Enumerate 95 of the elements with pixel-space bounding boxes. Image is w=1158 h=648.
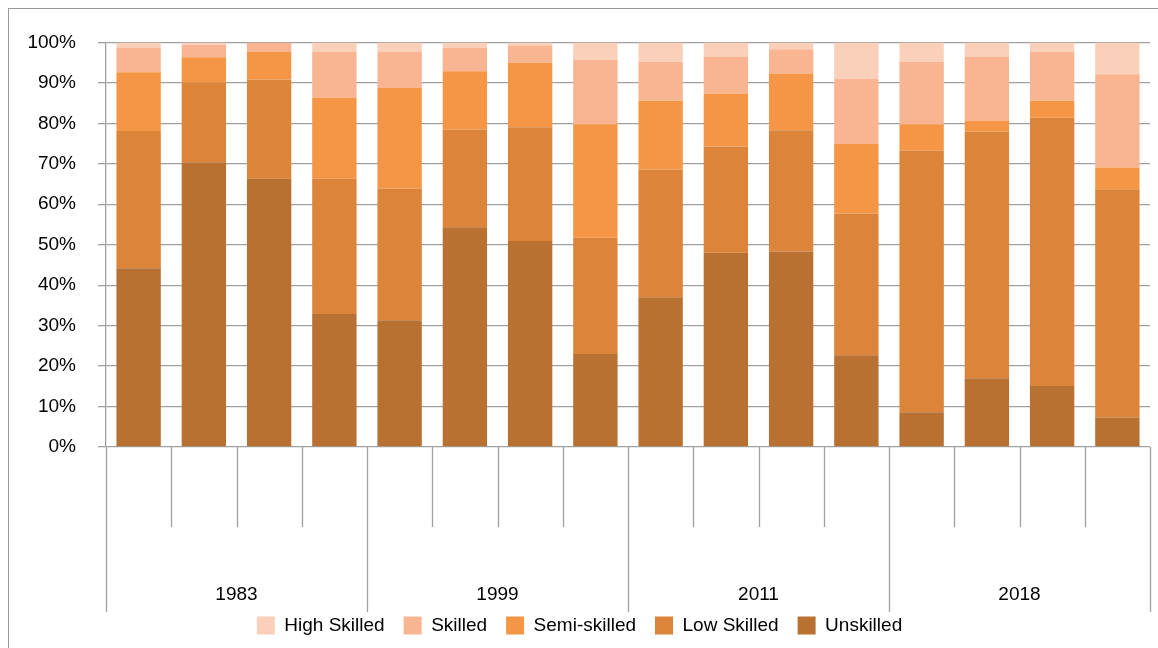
bar (1095, 42, 1140, 75)
bar (964, 56, 1010, 121)
bar (1095, 417, 1140, 447)
bar (899, 124, 944, 151)
bar (507, 127, 553, 242)
bar (768, 73, 814, 131)
bar (377, 52, 422, 89)
bar (246, 42, 292, 53)
bar (181, 57, 227, 83)
bar (834, 143, 879, 214)
bar (964, 120, 1010, 132)
bar (899, 150, 944, 413)
bar (507, 241, 553, 447)
legend-label: Semi-skilled (533, 613, 637, 635)
bar (312, 313, 357, 447)
bar (181, 162, 227, 447)
bar (768, 251, 814, 447)
bar (834, 78, 879, 144)
bar (312, 178, 357, 314)
bar (1029, 385, 1075, 447)
bar (1029, 52, 1075, 101)
bar (181, 82, 227, 163)
bar (703, 93, 749, 147)
bar (116, 268, 161, 447)
legend-label: Low Skilled (682, 613, 779, 635)
bar (442, 71, 488, 130)
y-tick-label: 40% (37, 273, 77, 295)
bar (507, 46, 553, 63)
text: 1983 (215, 583, 258, 605)
y-tick-label: 0% (48, 435, 77, 457)
text: 1999 (476, 583, 519, 605)
text: 2011 (738, 583, 779, 605)
bar (964, 42, 1010, 57)
y-tick-label: 50% (37, 232, 77, 254)
bar (964, 131, 1010, 379)
bar (377, 42, 422, 53)
bar (638, 100, 683, 170)
bar (377, 188, 422, 321)
bar (1095, 167, 1140, 190)
y-tick-label: 30% (37, 313, 77, 335)
bar (834, 42, 879, 79)
bar (899, 412, 944, 447)
bar (312, 42, 357, 53)
y-tick-label: 100% (27, 30, 77, 52)
bar (768, 130, 814, 252)
bar (703, 252, 749, 447)
bar (834, 213, 879, 356)
bar (246, 52, 292, 80)
bar (638, 61, 683, 101)
bar (703, 56, 749, 94)
bar (377, 88, 422, 189)
bar (116, 48, 161, 73)
bar (573, 59, 618, 125)
bar (442, 129, 488, 228)
legend-label: High Skilled (284, 613, 385, 635)
bar (1095, 74, 1140, 168)
bar (507, 62, 553, 128)
bar (638, 42, 683, 62)
bar (181, 44, 227, 58)
legend-label: Skilled (431, 613, 488, 635)
y-tick-label: 80% (37, 111, 77, 133)
bar (1029, 117, 1075, 386)
bar (246, 79, 292, 179)
bar (312, 97, 357, 179)
bar (834, 355, 879, 447)
bar (899, 61, 944, 125)
bar (116, 131, 161, 269)
bar (638, 297, 683, 447)
bar (377, 320, 422, 447)
bar (1029, 100, 1075, 118)
bar (638, 169, 683, 298)
bar (442, 227, 488, 447)
bar (116, 42, 161, 49)
bar (768, 49, 814, 74)
legend-label: Unskilled (825, 613, 903, 635)
bar (1029, 42, 1075, 53)
bar (703, 42, 749, 57)
bar (312, 52, 357, 98)
bar (573, 237, 618, 354)
bar (573, 42, 618, 60)
y-tick-label: 10% (37, 394, 77, 416)
y-tick-label: 20% (37, 354, 77, 376)
bar (246, 178, 292, 447)
bar (964, 378, 1010, 447)
bar (116, 72, 161, 132)
bar (442, 48, 488, 72)
bar (573, 124, 618, 238)
text: 2018 (998, 583, 1041, 605)
y-tick-label: 70% (37, 152, 77, 174)
bar (899, 42, 944, 62)
y-tick-label: 90% (37, 71, 77, 93)
bar (1095, 189, 1140, 418)
y-tick-label: 60% (37, 192, 77, 214)
bar (703, 146, 749, 253)
bar (573, 353, 618, 447)
